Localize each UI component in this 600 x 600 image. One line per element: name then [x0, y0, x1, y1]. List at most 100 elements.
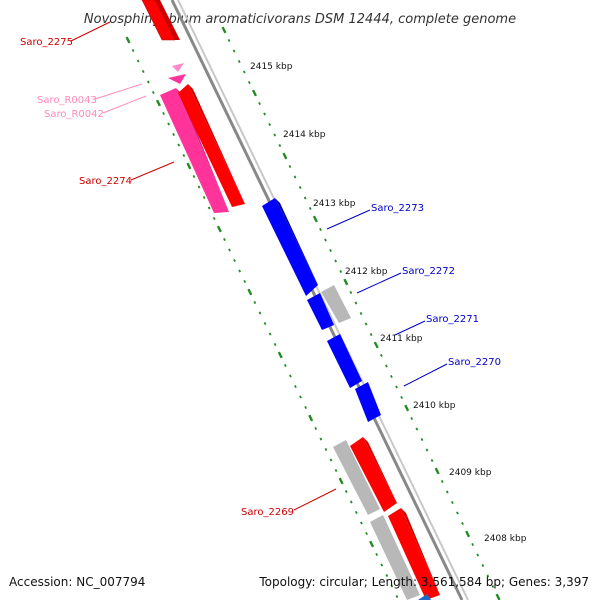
leader-line [130, 161, 175, 181]
guide-dot [329, 458, 333, 462]
tick-label: 2414 kbp [283, 130, 326, 140]
guide-dot [430, 458, 434, 463]
gene-label-saro-r0042[interactable]: Saro_R0042 [44, 109, 104, 120]
guide-dot [268, 122, 272, 127]
leader-line [293, 488, 337, 511]
accession-text: Accession: NC_007794 [9, 575, 145, 589]
guide-dot [212, 216, 216, 221]
guide-dot [136, 59, 140, 63]
guide-dot [289, 374, 292, 378]
gene-label-saro-2272[interactable]: Saro_2272 [402, 266, 455, 277]
guide-dot [314, 426, 318, 431]
guide-dot [364, 322, 368, 326]
guide-dot [334, 259, 338, 263]
guide-dot [186, 162, 192, 170]
guide-dot [308, 414, 314, 422]
gene-label-saro-2269[interactable]: Saro_2269 [241, 507, 294, 518]
guide-dot [273, 133, 277, 137]
guide-dot [312, 215, 318, 223]
gene-reverse-edge[interactable] [418, 594, 431, 600]
gene-saro-r0042[interactable] [168, 74, 186, 84]
gene-label-saro-2271[interactable]: Saro_2271 [426, 314, 479, 325]
guide-dot [329, 248, 332, 253]
gene-track [141, 0, 440, 600]
tick-label: 2410 kbp [413, 401, 456, 411]
leader-line [70, 21, 111, 42]
guide-dot [299, 395, 302, 399]
guide-dot [440, 479, 444, 484]
guide-dot [251, 89, 257, 97]
guide-dot [390, 374, 393, 379]
guide-dot [177, 143, 181, 147]
tick-labels: 2415 kbp 2414 kbp 2413 kbp 2412 kbp 2411… [250, 62, 527, 544]
guide-dot [227, 38, 231, 43]
guide-dot [298, 185, 302, 190]
gene-saro-2269[interactable] [350, 437, 397, 512]
guide-dot [486, 574, 490, 578]
guide-dot [308, 206, 312, 211]
guide-dot [324, 238, 327, 242]
guide-dot [258, 101, 261, 106]
guide-dot [373, 341, 379, 349]
gene-pseudo-b[interactable] [370, 515, 420, 600]
guide-dot [277, 351, 283, 359]
guide-dot [233, 258, 236, 263]
genome-summary-text: Topology: circular; Length: 3,561,584 bp… [258, 575, 589, 589]
guide-dot [395, 594, 399, 599]
gene-forward-b[interactable] [388, 508, 440, 600]
guide-dot [339, 269, 343, 274]
guide-dot [242, 70, 246, 74]
guide-dot [303, 196, 307, 200]
guide-dot [253, 300, 257, 305]
guide-dot [450, 500, 454, 505]
guide-dot [410, 416, 414, 421]
leader-line [403, 363, 448, 387]
guide-dot [434, 467, 440, 475]
guide-dot [263, 321, 267, 326]
guide-dot [167, 122, 170, 126]
guide-dot [476, 553, 480, 557]
guide-dot [155, 99, 161, 107]
guide-dot [319, 227, 322, 232]
guide-dot [343, 278, 349, 286]
leader-line [102, 95, 147, 114]
guide-dot [471, 542, 475, 547]
gene-saro-r0043[interactable] [172, 63, 184, 72]
dotted-guides [125, 26, 501, 600]
gene-saro-2270-a[interactable] [327, 334, 362, 388]
guide-dot [365, 531, 368, 536]
tick-label: 2415 kbp [250, 62, 293, 72]
gene-label-saro-2270[interactable]: Saro_2270 [448, 357, 501, 368]
guide-dot [349, 500, 353, 504]
gene-saro-2273[interactable] [262, 198, 318, 296]
leader-line [326, 209, 371, 230]
guide-dot [354, 301, 358, 305]
tick-label: 2409 kbp [449, 468, 492, 478]
guide-dot [379, 353, 383, 358]
tick-label: 2413 kbp [313, 199, 356, 209]
guide-dot [273, 342, 277, 347]
guide-dot [223, 237, 226, 242]
gene-label-saro-2275[interactable]: Saro_2275 [20, 37, 73, 48]
gene-label-saro-2273[interactable]: Saro_2273 [371, 203, 424, 214]
gene-saro-2275-shade [155, 0, 180, 40]
guide-dot [354, 510, 358, 515]
gene-pseudo-a[interactable] [333, 440, 380, 515]
guide-dot [334, 468, 338, 473]
guide-dot [380, 563, 384, 567]
guide-dot [131, 48, 135, 53]
gene-saro-2274[interactable] [160, 88, 229, 213]
guide-dot [247, 288, 253, 296]
gene-label-saro-r0043[interactable]: Saro_R0043 [37, 95, 97, 106]
gene-saro-2271[interactable] [307, 293, 334, 330]
guide-dot [283, 363, 287, 368]
gene-saro-2272[interactable] [321, 285, 351, 323]
gene-label-saro-2274[interactable]: Saro_2274 [79, 176, 132, 187]
gene-saro-r-forward-a[interactable] [178, 84, 245, 207]
guide-dot [385, 573, 389, 578]
guide-dot [282, 152, 288, 160]
gene-saro-2270[interactable] [355, 382, 381, 422]
guide-dot [349, 290, 353, 295]
gene-saro-2274-shade [176, 88, 229, 212]
